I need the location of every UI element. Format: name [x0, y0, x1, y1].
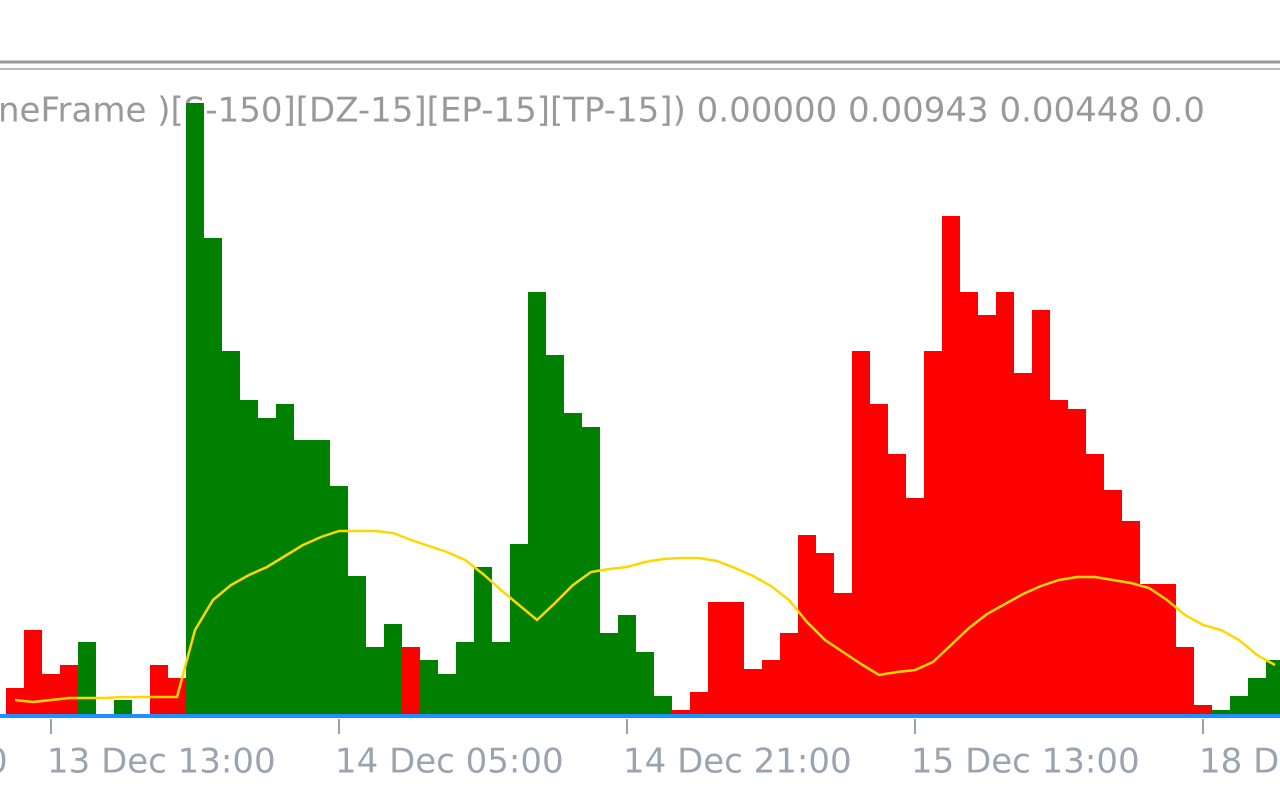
- bar: [204, 238, 222, 714]
- bar: [942, 216, 960, 714]
- bar: [1194, 705, 1212, 714]
- bar: [1212, 710, 1230, 714]
- bar: [348, 576, 366, 714]
- bar: [870, 404, 888, 714]
- bar: [1032, 310, 1050, 714]
- bar: [924, 351, 942, 714]
- bar: [276, 404, 294, 714]
- bar: [672, 710, 690, 714]
- x-tick-label: 15 Dec 13:00: [911, 742, 1140, 782]
- indicator-header: neFrame )[S-150][DZ-15][EP-15][TP-15]) 0…: [0, 91, 1205, 131]
- bar: [852, 351, 870, 714]
- x-tick-label: 0: [0, 742, 8, 782]
- bar: [1050, 400, 1068, 714]
- bar: [186, 103, 204, 714]
- bar: [1176, 647, 1194, 714]
- bar: [816, 553, 834, 714]
- bar: [240, 400, 258, 714]
- bar: [438, 674, 456, 714]
- bar: [60, 665, 78, 714]
- bar: [42, 674, 60, 714]
- bar: [24, 630, 42, 714]
- bar: [906, 498, 924, 714]
- bar: [1104, 490, 1122, 714]
- bar: [1014, 373, 1032, 714]
- bar: [744, 669, 762, 714]
- bar: [312, 440, 330, 714]
- bar: [888, 454, 906, 714]
- bar: [996, 292, 1014, 714]
- bar: [1230, 696, 1248, 714]
- bar: [1122, 521, 1140, 714]
- bar: [222, 351, 240, 714]
- bar: [978, 315, 996, 714]
- bar: [420, 660, 438, 714]
- bar: [1068, 409, 1086, 714]
- x-tick-label: 13 Dec 13:00: [47, 742, 276, 782]
- x-tick-label: 18 D: [1199, 742, 1279, 782]
- bar: [762, 660, 780, 714]
- bar: [330, 486, 348, 714]
- signal-line: [14, 529, 1276, 704]
- x-tick-label: 14 Dec 21:00: [623, 742, 852, 782]
- bar: [600, 633, 618, 714]
- bar: [510, 544, 528, 714]
- bar: [654, 696, 672, 714]
- bar: [690, 692, 708, 714]
- bar: [726, 602, 744, 714]
- bar: [960, 292, 978, 714]
- bar: [492, 642, 510, 714]
- bar: [294, 440, 312, 714]
- bar: [1140, 584, 1158, 714]
- bar: [618, 615, 636, 714]
- bar: [456, 642, 474, 714]
- bar: [366, 647, 384, 714]
- bar: [150, 665, 168, 714]
- bar: [402, 647, 420, 714]
- bar: [1266, 660, 1280, 714]
- bar: [708, 602, 726, 714]
- x-tick-label: 14 Dec 05:00: [335, 742, 564, 782]
- bar: [474, 567, 492, 714]
- bar: [384, 624, 402, 714]
- bar: [636, 652, 654, 714]
- bar: [1086, 454, 1104, 714]
- bar: [582, 427, 600, 714]
- bar: [780, 633, 798, 714]
- bar: [1158, 584, 1176, 714]
- bar: [528, 292, 546, 714]
- bar: [78, 642, 96, 714]
- bar: [1248, 678, 1266, 714]
- bar: [564, 413, 582, 714]
- bar: [114, 700, 132, 714]
- bar: [798, 535, 816, 714]
- bar: [546, 355, 564, 714]
